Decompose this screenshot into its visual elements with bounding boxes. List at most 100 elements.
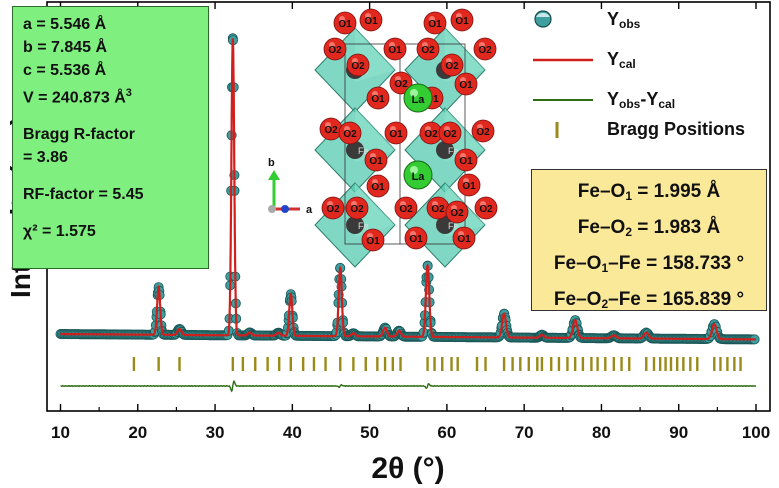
- oxygen-label: O2: [421, 45, 435, 56]
- x-tick-label: 100: [742, 423, 770, 442]
- oxygen-label: O1: [455, 16, 469, 27]
- oxygen-label: O2: [445, 61, 459, 72]
- oxygen-highlight: [339, 16, 345, 22]
- bragg-r-factor-label: Bragg R-factor: [23, 126, 136, 144]
- la-label: La: [412, 171, 426, 183]
- oxygen-label: O1: [462, 181, 476, 192]
- fe-label: Fe: [358, 221, 369, 231]
- oxygen-highlight: [400, 201, 406, 207]
- bragg-r-factor-value: = 3.86: [23, 149, 68, 167]
- b-axis-arrowhead: [268, 170, 280, 180]
- oxygen-label: O1: [371, 182, 385, 193]
- oxygen-highlight: [367, 233, 373, 239]
- chi-squared: χ² = 1.575: [23, 223, 96, 241]
- oxygen-label: O2: [478, 45, 492, 56]
- oxygen-label: O1: [409, 234, 423, 245]
- oxygen-highlight: [372, 179, 378, 185]
- fe-atom: [346, 141, 364, 159]
- legend-item-bragg: Bragg Positions: [533, 116, 777, 146]
- crystal-structure-inset: FeFeFeFeFeFeO1O1O1O1O2O2O1O2O2O2O1O2O1O1…: [268, 8, 498, 268]
- c-axis-dot: [281, 205, 289, 213]
- b-axis-label: b: [268, 157, 275, 169]
- oxygen-highlight: [480, 201, 486, 207]
- bond-fe-o2: Fe–O2 = 1.983 Å: [536, 212, 762, 248]
- lattice-a: a = 5.546 Å: [23, 16, 107, 33]
- legend-obs-label: Yobs: [607, 9, 640, 31]
- la-highlight: [410, 89, 418, 97]
- angle-fe-o2-fe-pre: Fe–O: [553, 289, 602, 310]
- oxygen-label: O1: [338, 19, 352, 30]
- legend-cal-symbol: [533, 58, 593, 62]
- oxygen-highlight: [456, 13, 462, 19]
- oxygen-label: O1: [371, 94, 385, 105]
- legend-diff-sub: obs: [619, 97, 641, 111]
- oxygen-label: O2: [424, 129, 438, 140]
- oxygen-highlight: [352, 58, 358, 64]
- oxygen-label: O2: [326, 204, 340, 215]
- oxygen-highlight: [327, 201, 333, 207]
- legend-diff-main: Y: [607, 89, 620, 109]
- oxygen-label: O2: [343, 129, 357, 140]
- legend-item-obs: Yobs: [533, 6, 777, 36]
- oxygen-highlight: [446, 58, 452, 64]
- fe-atom: [436, 141, 454, 159]
- oxygen-highlight: [451, 205, 457, 211]
- cell-volume-text: V = 240.873 Å: [23, 89, 126, 107]
- oxygen-label: O2: [476, 127, 490, 138]
- oxygen-label: O2: [431, 204, 445, 215]
- legend-obs-main: Y: [607, 9, 620, 29]
- oxygen-label: O1: [389, 129, 403, 140]
- x-tick-label: 40: [283, 423, 302, 442]
- oxygen-label: O2: [450, 208, 464, 219]
- la-highlight: [410, 166, 418, 174]
- x-tick-label: 50: [360, 423, 379, 442]
- oxygen-label: O1: [459, 156, 473, 167]
- bond-fe-o1-post: = 1.995 Å: [632, 181, 721, 202]
- oxygen-label: O2: [328, 45, 342, 56]
- bragg-ticks: [132, 357, 742, 371]
- fe-label: Fe: [448, 146, 459, 156]
- oxygen-label: O1: [457, 234, 471, 245]
- legend-item-cal: Ycal: [533, 46, 777, 76]
- bond-parameters-box: Fe–O1 = 1.995 Å Fe–O2 = 1.983 Å Fe–O1–Fe…: [531, 169, 767, 311]
- oxygen-highlight: [477, 124, 483, 130]
- calculated-line: [60, 38, 756, 341]
- octahedron-face: [355, 183, 395, 237]
- oxygen-highlight: [390, 126, 396, 132]
- legend-cal-label: Ycal: [607, 49, 636, 71]
- oxygen-highlight: [444, 126, 450, 132]
- bond-fe-o1: Fe–O1 = 1.995 Å: [536, 176, 762, 212]
- angle-fe-o2-fe-post: –Fe = 165.839 °: [608, 289, 745, 310]
- legend: Yobs Ycal Yobs-Ycal Bragg Positions: [533, 4, 777, 144]
- angle-fe-o1-fe: Fe–O1–Fe = 158.733 °: [536, 248, 762, 284]
- legend-diff-main2: -Y: [640, 89, 659, 109]
- legend-bragg-label: Bragg Positions: [607, 119, 746, 139]
- cell-volume-sup: 3: [125, 87, 132, 99]
- x-axis-title: 2θ (°): [371, 452, 444, 485]
- x-tick-label: 60: [437, 423, 456, 442]
- lattice-b: b = 7.845 Å: [23, 39, 108, 56]
- legend-obs-sub: obs: [619, 17, 641, 31]
- oxygen-highlight: [458, 231, 464, 237]
- x-tick-label: 10: [51, 423, 70, 442]
- angle-fe-o1-fe-pre: Fe–O: [553, 253, 602, 274]
- oxygen-label: O1: [369, 156, 383, 167]
- oxygen-highlight: [432, 201, 438, 207]
- x-ticks: 10 20 30 40 50 60 70 80 90 100: [51, 2, 770, 442]
- bond-fe-o2-pre: Fe–O: [577, 217, 626, 238]
- plot-axes: 10 20 30 40 50 60 70 80 90 100: [46, 1, 771, 442]
- oxygen-label: O2: [399, 204, 413, 215]
- oxygen-label: O1: [364, 16, 378, 27]
- legend-diff-symbol: [533, 99, 593, 101]
- oxygen-highlight: [329, 42, 335, 48]
- difference-curve: [60, 380, 757, 393]
- oxygen-highlight: [429, 16, 435, 22]
- fe-label: Fe: [358, 146, 369, 156]
- oxygen-highlight: [425, 126, 431, 132]
- oxygen-label: O2: [479, 204, 493, 215]
- oxygen-highlight: [479, 42, 485, 48]
- oxygen-highlight: [344, 126, 350, 132]
- legend-obs-symbol: [534, 10, 552, 28]
- oxygen-label: O2: [324, 125, 338, 136]
